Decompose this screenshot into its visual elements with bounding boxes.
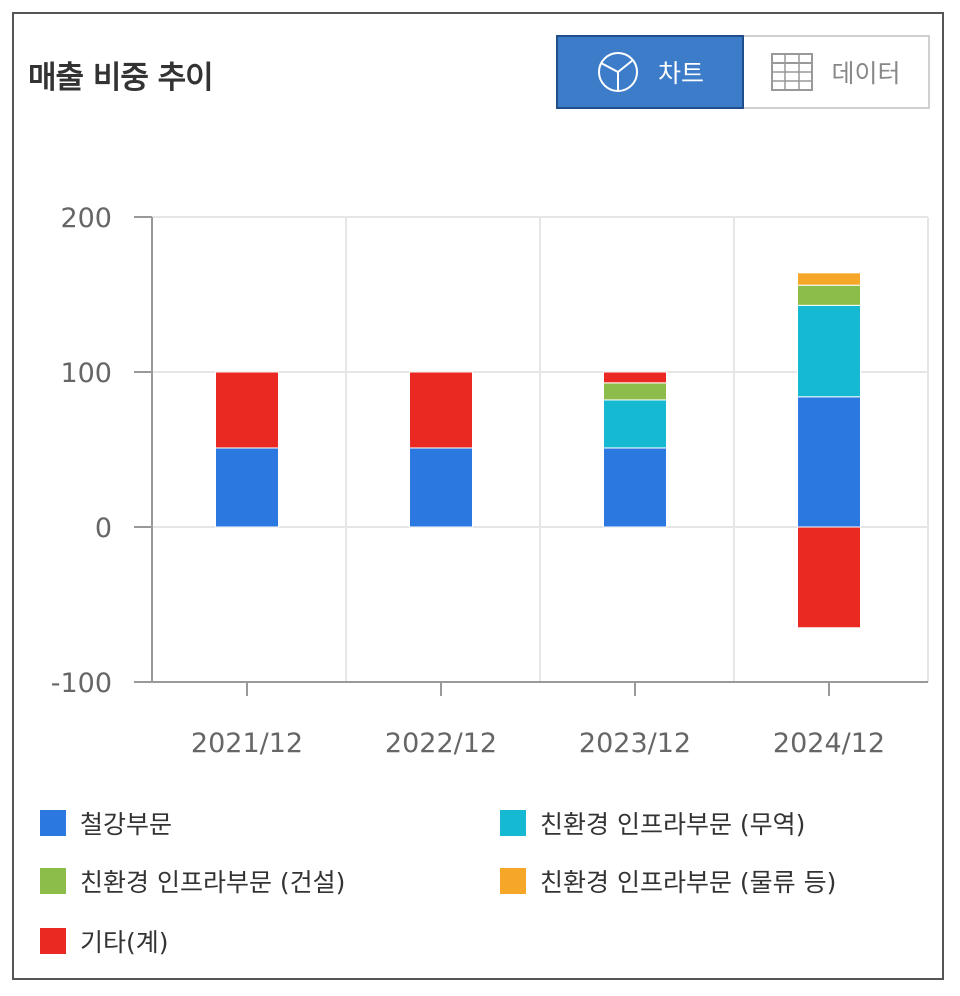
- data-button-label: 데이터: [831, 59, 901, 88]
- legend-swatch: [40, 810, 66, 836]
- bar-segment: [797, 284, 861, 306]
- legend-label: 친환경 인프라부문 (무역): [540, 810, 806, 839]
- bar-segment: [603, 371, 667, 384]
- legend-item[interactable]: 친환경 인프라부문 (물류 등): [500, 863, 836, 899]
- x-tick-label: 2021/12: [191, 728, 303, 759]
- x-tick-label: 2024/12: [773, 728, 885, 759]
- y-tick-label: -100: [51, 668, 112, 699]
- data-view-button[interactable]: 데이터: [744, 35, 930, 109]
- page-title: 매출 비중 추이: [28, 60, 214, 96]
- legend-item[interactable]: 친환경 인프라부문 (건설): [40, 863, 345, 899]
- legend-label: 철강부문: [80, 810, 173, 839]
- legend-label: 기타(계): [80, 928, 169, 957]
- y-tick-label: 0: [95, 513, 112, 544]
- legend-swatch: [40, 868, 66, 894]
- table-grid-icon: [771, 53, 814, 91]
- view-toggle: 차트 데이터: [556, 35, 930, 109]
- bar-segment: [797, 396, 861, 528]
- chart-view-button[interactable]: 차트: [556, 35, 744, 109]
- legend-item[interactable]: 철강부문: [40, 805, 172, 841]
- legend-item[interactable]: 기타(계): [40, 923, 169, 959]
- legend-swatch: [500, 868, 526, 894]
- x-tick-label: 2022/12: [385, 728, 497, 759]
- chart-button-label: 차트: [657, 59, 704, 88]
- legend-swatch: [40, 928, 66, 954]
- stacked-bar-chart: 200 100 0 -100 2021/12 2022/12 2023/12 2024/12: [51, 203, 929, 759]
- legend-label: 친환경 인프라부문 (건설): [80, 868, 346, 897]
- y-tick-label: 100: [60, 358, 112, 389]
- bar-segment: [797, 272, 861, 286]
- bar-segment: [603, 382, 667, 401]
- bar-segment: [409, 447, 473, 528]
- x-tick-label: 2023/12: [579, 728, 691, 759]
- bar-segment: [797, 526, 861, 629]
- bar-segment: [215, 447, 279, 528]
- bar-segment: [215, 371, 279, 449]
- legend-swatch: [500, 810, 526, 836]
- pie-chart-icon: [596, 50, 640, 94]
- y-tick-label: 200: [60, 203, 112, 234]
- bar-segment: [603, 399, 667, 449]
- legend-item[interactable]: 친환경 인프라부문 (무역): [500, 805, 805, 841]
- chart-panel: [12, 12, 944, 980]
- bar-segment: [409, 371, 473, 449]
- bar-segment: [797, 304, 861, 398]
- bar-segment: [603, 447, 667, 528]
- legend-label: 친환경 인프라부문 (물류 등): [540, 868, 837, 897]
